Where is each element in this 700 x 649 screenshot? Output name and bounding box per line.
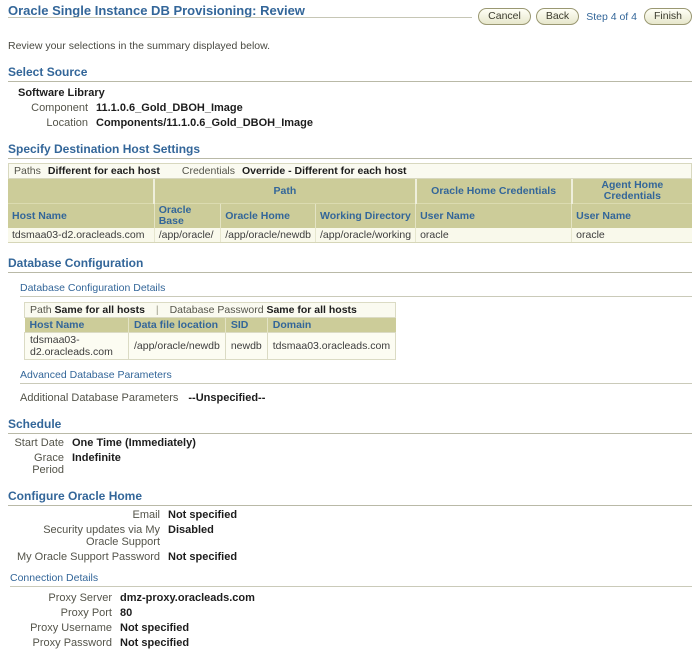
group-oracle-home-credentials: Oracle Home Credentials	[414, 179, 572, 204]
paths-value: Different for each host	[47, 165, 160, 177]
field-location: Location Components/11.1.0.6_Gold_DBOH_I…	[8, 117, 692, 129]
field-component: Component 11.1.0.6_Gold_DBOH_Image	[8, 102, 692, 114]
db-path-label: Path	[30, 304, 52, 316]
col-domain: Domain	[266, 317, 396, 333]
location-label: Location	[46, 117, 88, 129]
database-configuration-table: Path Same for all hosts | Database Passw…	[23, 302, 397, 360]
cancel-button[interactable]: Cancel	[478, 8, 531, 25]
proxy-username-label: Proxy Username	[30, 622, 112, 634]
cell-db-host-name: tdsmaa03-d2.oracleads.com	[24, 332, 129, 360]
cell-oracle-base: /app/oracle/	[153, 228, 221, 243]
page-title: Oracle Single Instance DB Provisioning: …	[8, 3, 305, 18]
cell-domain: tdsmaa03.oracleads.com	[266, 332, 397, 360]
credentials-value: Override - Different for each host	[242, 165, 407, 177]
field-mos-password: My Oracle Support Password Not specified	[8, 551, 692, 563]
field-additional-database-parameters: Additional Database Parameters --Unspeci…	[20, 392, 692, 404]
grace-period-label: Grace Period	[32, 452, 64, 476]
security-updates-label: Security updates via My Oracle Support	[43, 524, 160, 548]
page-header: Oracle Single Instance DB Provisioning: …	[8, 0, 692, 26]
security-updates-value: Disabled	[168, 524, 214, 536]
cell-oracle-home: /app/oracle/newdb	[220, 228, 316, 243]
col-user-name-agent-home: User Name	[571, 203, 692, 228]
additional-parameters-label: Additional Database Parameters	[20, 392, 179, 404]
col-db-host-name: Host Name	[24, 317, 129, 333]
mos-password-label: My Oracle Support Password	[16, 551, 160, 563]
software-library-label: Software Library	[18, 87, 105, 99]
proxy-port-label: Proxy Port	[60, 607, 112, 619]
paths-credentials-strip: Paths Different for each host Credential…	[8, 163, 692, 179]
col-data-file-location: Data file location	[128, 317, 226, 333]
table-row: tdsmaa03-d2.oracleads.com /app/oracle/ /…	[8, 228, 692, 243]
db-table-summary-row: Path Same for all hosts | Database Passw…	[23, 302, 397, 318]
group-path: Path	[153, 179, 416, 204]
destination-hosts-table: Path Oracle Home Credentials Agent Home …	[8, 179, 692, 243]
db-password-value: Same for all hosts	[266, 304, 357, 316]
col-oracle-home: Oracle Home	[220, 203, 316, 228]
grace-period-value: Indefinite	[72, 452, 121, 464]
component-value: 11.1.0.6_Gold_DBOH_Image	[96, 102, 243, 114]
field-start-date: Start Date One Time (Immediately)	[8, 437, 692, 449]
connection-details-link[interactable]: Connection Details	[10, 572, 692, 587]
cell-working-directory: /app/oracle/working	[315, 228, 416, 243]
table-column-header-row: Host Name Oracle Base Oracle Home Workin…	[8, 203, 692, 228]
group-agent-home-credentials: Agent Home Credentials	[570, 179, 692, 204]
cell-sid: newdb	[224, 332, 268, 360]
finish-button[interactable]: Finish	[643, 8, 692, 25]
section-schedule: Schedule	[8, 417, 692, 434]
field-proxy-username: Proxy Username Not specified	[8, 622, 692, 634]
cell-oracle-home-user: oracle	[415, 228, 572, 243]
step-indicator: Step 4 of 4	[586, 10, 637, 23]
col-oracle-base: Oracle Base	[153, 203, 221, 228]
field-email: Email Not specified	[8, 509, 692, 521]
db-path-value: Same for all hosts	[54, 304, 145, 316]
credentials-label: Credentials	[181, 165, 235, 177]
table-group-header-row: Path Oracle Home Credentials Agent Home …	[8, 179, 692, 204]
field-security-updates: Security updates via My Oracle Support D…	[8, 524, 692, 548]
proxy-server-label: Proxy Server	[48, 592, 112, 604]
component-label: Component	[31, 102, 88, 114]
additional-parameters-value: --Unspecified--	[188, 392, 266, 404]
col-sid: SID	[224, 317, 268, 333]
cell-host-name: tdsmaa03-d2.oracleads.com	[8, 228, 155, 243]
db-password-label: Database Password	[169, 304, 264, 316]
section-configure-oracle-home: Configure Oracle Home	[8, 489, 692, 506]
start-date-label: Start Date	[14, 437, 64, 449]
db-table-row: tdsmaa03-d2.oracleads.com /app/oracle/ne…	[24, 332, 397, 360]
proxy-password-value: Not specified	[120, 637, 190, 649]
cell-data-file-location: /app/oracle/newdb	[128, 332, 226, 360]
intro-text: Review your selections in the summary di…	[8, 40, 271, 52]
back-button[interactable]: Back	[535, 8, 580, 25]
field-proxy-password: Proxy Password Not specified	[8, 637, 692, 649]
advanced-database-parameters-link[interactable]: Advanced Database Parameters	[20, 369, 692, 384]
field-proxy-port: Proxy Port 80	[8, 607, 692, 619]
col-host-name: Host Name	[8, 203, 155, 228]
database-configuration-details-link[interactable]: Database Configuration Details	[20, 282, 692, 297]
email-label: Email	[132, 509, 160, 521]
start-date-value: One Time (Immediately)	[72, 437, 196, 449]
cell-agent-home-user: oracle	[571, 228, 692, 243]
wizard-nav: Cancel Back Step 4 of 4 Finish	[472, 8, 692, 25]
location-value: Components/11.1.0.6_Gold_DBOH_Image	[96, 117, 314, 129]
field-grace-period: Grace Period Indefinite	[8, 452, 692, 476]
col-user-name-oracle-home: User Name	[415, 203, 572, 228]
mos-password-value: Not specified	[168, 551, 238, 563]
paths-label: Paths	[14, 165, 41, 177]
proxy-username-value: Not specified	[120, 622, 190, 634]
section-destination-host-settings: Specify Destination Host Settings	[8, 142, 692, 159]
email-value: Not specified	[168, 509, 238, 521]
db-table-column-header-row: Host Name Data file location SID Domain	[24, 317, 396, 333]
section-select-source: Select Source	[8, 65, 692, 82]
proxy-port-value: 80	[120, 607, 133, 619]
section-database-configuration: Database Configuration	[8, 256, 692, 273]
group-empty	[8, 179, 155, 204]
proxy-server-value: dmz-proxy.oracleads.com	[120, 592, 255, 604]
title-divider	[8, 17, 692, 18]
proxy-password-label: Proxy Password	[32, 637, 112, 649]
db-table-summary-cell: Path Same for all hosts | Database Passw…	[23, 302, 397, 318]
summary-separator: |	[155, 304, 159, 316]
field-proxy-server: Proxy Server dmz-proxy.oracleads.com	[8, 592, 692, 604]
col-working-directory: Working Directory	[315, 203, 416, 228]
